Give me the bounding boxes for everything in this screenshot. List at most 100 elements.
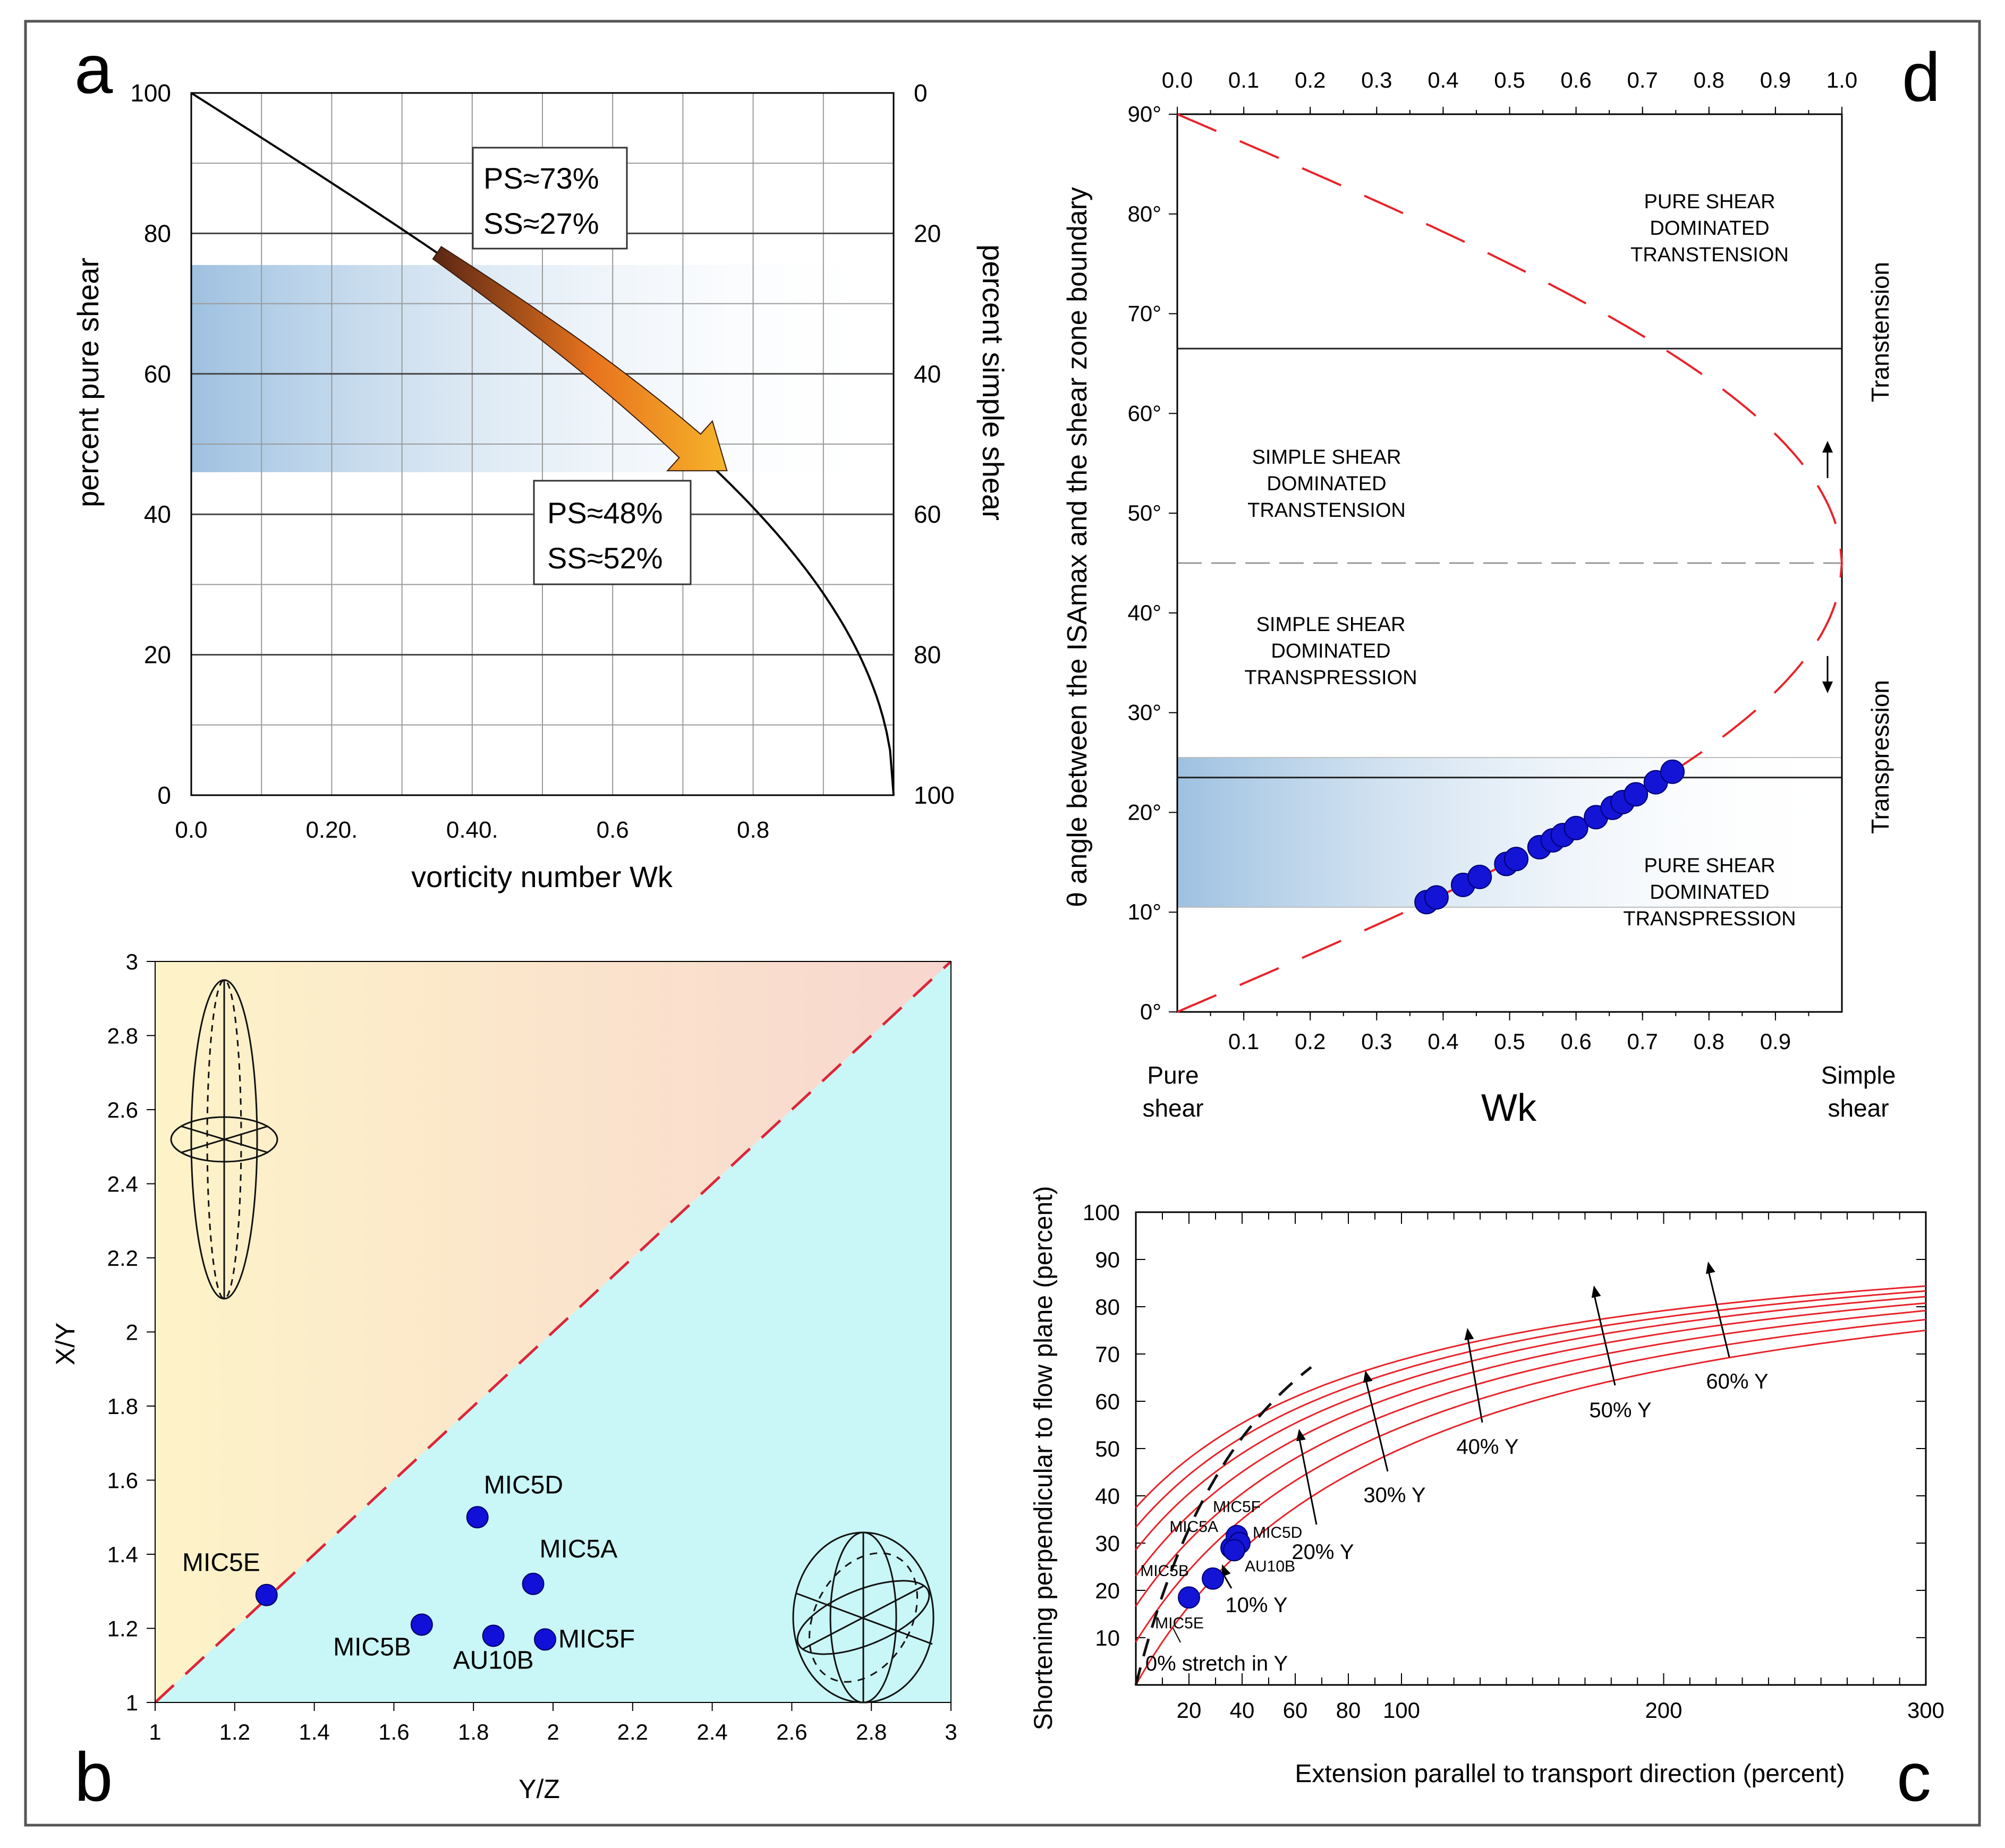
figure-frame <box>24 20 1981 1827</box>
b-point-mic5e <box>255 1583 278 1606</box>
b-point-label: MIC5A <box>540 1535 618 1563</box>
a-right-axis-title: percent simple shear <box>976 244 1010 521</box>
a-x-tick-label: 0.6 <box>597 817 629 843</box>
b-point-label: AU10B <box>453 1646 534 1674</box>
c-x-tick-label: 300 <box>1907 1698 1944 1723</box>
prolate-ellipsoid-icon <box>170 979 278 1300</box>
c-label-arrow-head <box>1221 1564 1231 1577</box>
d-bottom-tick-label: 0.7 <box>1627 1029 1658 1054</box>
a-x-axis-title: vorticity number Wk <box>411 860 673 893</box>
a-x-tick-label: 0.8 <box>737 817 769 843</box>
c-y-tick-label: 70 <box>1095 1342 1120 1367</box>
d-y-tick-label: 80° <box>1127 201 1161 226</box>
c-curve-1 <box>1135 1318 1926 1642</box>
a-y-axis-title: percent pure shear <box>71 258 105 507</box>
d-point <box>1564 815 1588 840</box>
d-point <box>1504 847 1529 872</box>
d-region3-line1: SIMPLE SHEAR <box>1256 614 1406 636</box>
panel-letter-d: d <box>1902 38 1940 116</box>
c-y-tick-label: 80 <box>1095 1295 1120 1319</box>
b-point-mic5b <box>410 1613 433 1636</box>
c-curve-4 <box>1135 1296 1926 1551</box>
c-label-arrows: 0% stretch in Y 10% Y 20% Y 30% Y 40% Y 50% Y… <box>1145 1262 1769 1675</box>
d-top-tick-label: 0.7 <box>1627 67 1658 92</box>
c-curves <box>1134 1285 1926 1685</box>
d-point <box>1624 782 1649 807</box>
panel-letter-c: c <box>1897 1738 1931 1816</box>
d-side-label-transtension: Transtension <box>1866 262 1894 402</box>
panel-a-chart: 0.0 0.20. 0.40. 0.6 0.8 0 20 40 60 80 100 0 20 40 60 80… <box>71 79 1010 893</box>
b-point-mic5d <box>466 1506 489 1529</box>
c-x-tick-label: 40 <box>1230 1698 1255 1723</box>
c-label-arrow-head <box>1591 1285 1601 1298</box>
d-top-tick-label: 1.0 <box>1826 67 1857 92</box>
b-y-tick-label: 2.2 <box>107 1246 138 1271</box>
b-x-tick-label: 1.6 <box>378 1719 409 1744</box>
d-left-end-label-1: Pure <box>1147 1061 1199 1089</box>
b-y-axis-title: X/Y <box>50 1323 80 1366</box>
d-theta-curve-upper <box>1177 113 1843 564</box>
c-point-label: MIC5A <box>1169 1518 1218 1536</box>
b-point-mic5f <box>534 1628 557 1651</box>
a-right-tick-label: 20 <box>914 219 941 247</box>
b-y-tick-label: 1.8 <box>107 1394 138 1419</box>
c-label-arrow-head <box>1464 1328 1474 1341</box>
a-y-tick-label: 80 <box>144 219 171 247</box>
d-down-arrow-icon <box>1822 656 1833 693</box>
c-label-arrow-line <box>1593 1292 1616 1386</box>
c-x-axis-title: Extension parallel to transport directio… <box>1295 1760 1845 1788</box>
d-bottom-tick-label: 0.9 <box>1760 1029 1791 1054</box>
b-point-mic5a <box>522 1572 545 1595</box>
d-bottom-tick-label: 0.6 <box>1560 1029 1591 1054</box>
d-shaded-band <box>1177 757 1842 907</box>
d-top-tick-label: 0.0 <box>1162 67 1193 92</box>
b-x-tick-label: 2 <box>547 1719 559 1744</box>
c-y-tick-label: 100 <box>1083 1200 1120 1225</box>
b-y-tick-label: 1.6 <box>107 1468 138 1493</box>
d-left-end-label-2: shear <box>1142 1094 1203 1122</box>
d-region3-line2: DOMINATED <box>1271 640 1390 662</box>
a-plot-frame <box>190 92 895 796</box>
a-annotation-lower-line1: PS≈48% <box>547 496 663 530</box>
c-curve-label: 20% Y <box>1292 1540 1354 1564</box>
a-right-tick-label: 80 <box>914 641 941 669</box>
b-x-tick-label: 1.2 <box>219 1719 250 1744</box>
d-top-tick-label: 0.2 <box>1295 67 1326 92</box>
b-y-tick-label: 2.6 <box>107 1097 138 1122</box>
b-x-tick-label: 1.8 <box>458 1719 489 1744</box>
b-point-label: MIC5F <box>558 1625 635 1653</box>
d-region4-line1: PURE SHEAR <box>1644 855 1775 877</box>
c-zero-arrow-line <box>1173 1628 1181 1643</box>
d-y-axis-title: θ angle between the ISAmax and the shear… <box>1062 187 1093 907</box>
a-right-tick-label: 60 <box>914 500 941 528</box>
a-right-tick-label: 100 <box>914 781 955 809</box>
d-region4-line2: DOMINATED <box>1650 881 1769 904</box>
c-curve-6 <box>1135 1285 1926 1509</box>
a-annotation-lower-line2: SS≈52% <box>547 541 663 575</box>
d-region-pure-transtension: PURE SHEAR DOMINATED TRANSTENSION <box>1630 191 1789 266</box>
c-y-tick-label: 90 <box>1095 1247 1120 1272</box>
b-x-axis-title: Y/Z <box>519 1774 560 1804</box>
d-points <box>1414 759 1685 915</box>
d-boundary-lines <box>1177 347 1842 908</box>
b-x-tick-label: 1.4 <box>299 1719 329 1744</box>
d-side-label-transpression: Transpression <box>1866 680 1894 834</box>
d-point <box>1424 885 1449 910</box>
c-curve-label: 30% Y <box>1363 1484 1425 1507</box>
d-region4-line3: TRANSPRESSION <box>1623 908 1796 930</box>
a-y-tick-label: 60 <box>144 360 171 388</box>
d-region1-line1: PURE SHEAR <box>1644 191 1775 213</box>
c-y-tick-label: 20 <box>1095 1578 1120 1603</box>
b-diagonal-line <box>154 960 952 1704</box>
c-point-au10b <box>1223 1539 1245 1562</box>
c-point-label: MIC5B <box>1140 1562 1189 1580</box>
c-label-arrow-line <box>1364 1377 1389 1472</box>
c-curve-0 <box>1135 1330 1926 1685</box>
d-y-tick-label: 70° <box>1127 301 1161 326</box>
b-points: MIC5E MIC5D MIC5A MIC5B AU10B MIC5F <box>182 1471 635 1674</box>
c-x-tick-label: 80 <box>1336 1698 1361 1723</box>
c-y-tick-label: 40 <box>1095 1484 1120 1509</box>
d-bottom-tick-label: 0.2 <box>1295 1029 1326 1054</box>
c-curve-label: 40% Y <box>1456 1435 1518 1459</box>
